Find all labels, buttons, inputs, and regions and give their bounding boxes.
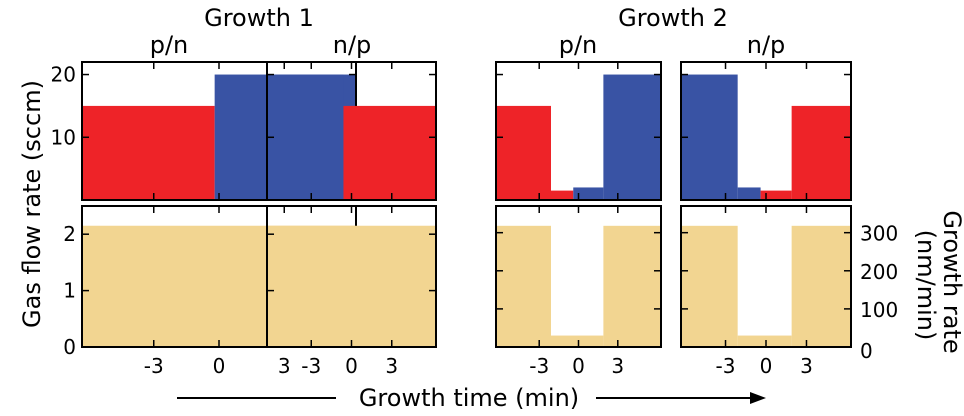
bar-growth-1 <box>737 335 792 347</box>
x-tick-label: -3 <box>144 354 164 378</box>
panels-layer: 10 20 0 1 2 -3 0 3 -3 0 3 -3 0 3 -3 0 3 <box>51 61 852 378</box>
panel-title-g2-pn: p/n <box>559 31 598 59</box>
group-title-growth-1: Growth 1 <box>204 4 314 32</box>
x-tick-label: 0 <box>572 354 585 378</box>
panel-title-g2-np: n/p <box>747 31 786 59</box>
bar-growth-0 <box>681 225 738 347</box>
bar-growth-0 <box>267 225 436 347</box>
y-tick-label: 2 <box>63 222 76 246</box>
y-axis-label-right-line2: (nm/min) <box>912 230 940 341</box>
x-tick-label: -3 <box>301 354 321 378</box>
x-tick-label: 3 <box>611 354 624 378</box>
right-y-tick-label: 100 <box>860 298 898 322</box>
bar-growth-1 <box>551 335 604 347</box>
bar-p-2 <box>760 190 792 200</box>
y-tick-label: 1 <box>63 279 76 303</box>
bar-p-1 <box>343 105 436 200</box>
x-tick-label: 0 <box>213 354 226 378</box>
panel-growth2-np-flow <box>680 61 852 201</box>
right-y-tick-label: 300 <box>860 222 898 246</box>
bar-n-1 <box>737 187 761 200</box>
panel-title-g1-pn: p/n <box>150 31 189 59</box>
panel-growth1-np-flow <box>266 61 437 201</box>
bar-p-0 <box>82 105 215 200</box>
x-tick-label: 3 <box>800 354 813 378</box>
y-tick-label: 0 <box>63 335 76 359</box>
bar-n-0 <box>681 74 738 200</box>
bar-growth-0 <box>496 225 551 347</box>
x-tick-label: -3 <box>716 354 736 378</box>
bar-growth-2 <box>791 225 851 347</box>
panel-growth1-np-rate: -3 0 3 <box>266 205 437 378</box>
bar-n-3 <box>603 74 661 200</box>
x-tick-label: 0 <box>345 354 358 378</box>
panel-growth2-pn-rate: -3 0 3 <box>495 205 662 378</box>
y-tick-label: 10 <box>51 125 76 149</box>
bar-p-3 <box>791 105 851 200</box>
panel-title-g1-np: n/p <box>333 31 372 59</box>
bar-n-0 <box>267 74 344 200</box>
bar-n-2 <box>573 187 604 200</box>
right-y-tick-label: 200 <box>860 260 898 284</box>
x-axis-arrowhead <box>750 392 766 404</box>
y-axis-label-right-line1: Growth rate <box>938 210 964 353</box>
x-axis-label: Growth time (min) <box>359 384 579 412</box>
x-tick-label: 3 <box>385 354 398 378</box>
y-axis-label-left: Gas flow rate (sccm) <box>18 80 46 328</box>
right-y-tick-label: 0 <box>860 339 873 363</box>
y-tick-label: 20 <box>51 63 76 87</box>
panel-growth2-pn-flow <box>495 61 662 201</box>
group-title-growth-2: Growth 2 <box>618 4 728 32</box>
x-tick-label: 3 <box>278 354 291 378</box>
right-axis-ticklabels: 0 100 200 300 <box>860 222 898 363</box>
x-tick-label: -3 <box>529 354 549 378</box>
bar-p-0 <box>496 105 551 200</box>
bar-growth-2 <box>603 225 661 347</box>
panel-growth2-np-rate: -3 0 3 <box>680 205 852 378</box>
x-tick-label: 0 <box>760 354 773 378</box>
bar-p-1 <box>551 190 574 200</box>
